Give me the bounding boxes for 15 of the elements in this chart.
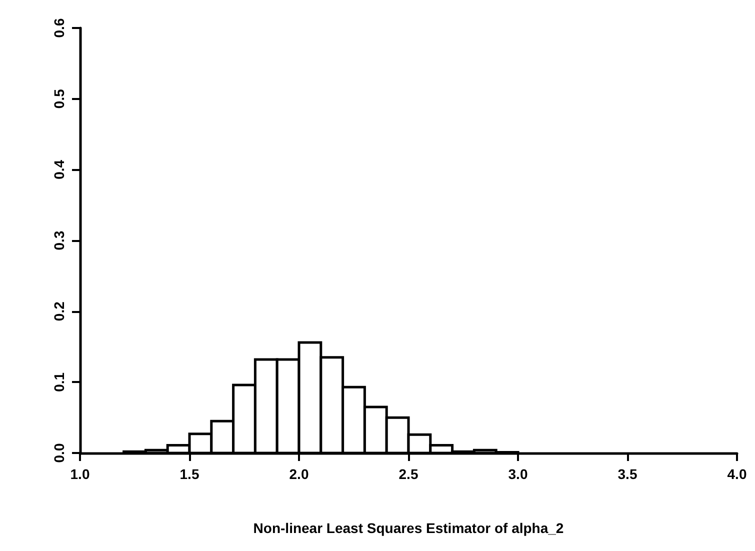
y-tick-label: 0.3 (51, 230, 67, 250)
y-tick-label: 0.6 (51, 18, 67, 38)
x-tick-label: 1.5 (180, 466, 200, 482)
x-axis-title: Non-linear Least Squares Estimator of alpha_2 (253, 520, 564, 536)
x-tick-label: 4.0 (727, 466, 747, 482)
y-tick-label: 0.0 (51, 443, 67, 463)
y-tick-label: 0.2 (51, 301, 67, 322)
x-tick-label: 3.0 (508, 466, 528, 482)
y-tick-label: 0.1 (51, 372, 67, 392)
x-tick-label: 3.5 (618, 466, 638, 482)
x-tick-label: 1.0 (70, 466, 90, 482)
x-tick-label: 2.0 (289, 466, 309, 482)
x-tick-label: 2.5 (398, 466, 418, 482)
y-tick-label: 0.4 (51, 160, 67, 180)
y-tick-label: 0.5 (51, 88, 67, 109)
